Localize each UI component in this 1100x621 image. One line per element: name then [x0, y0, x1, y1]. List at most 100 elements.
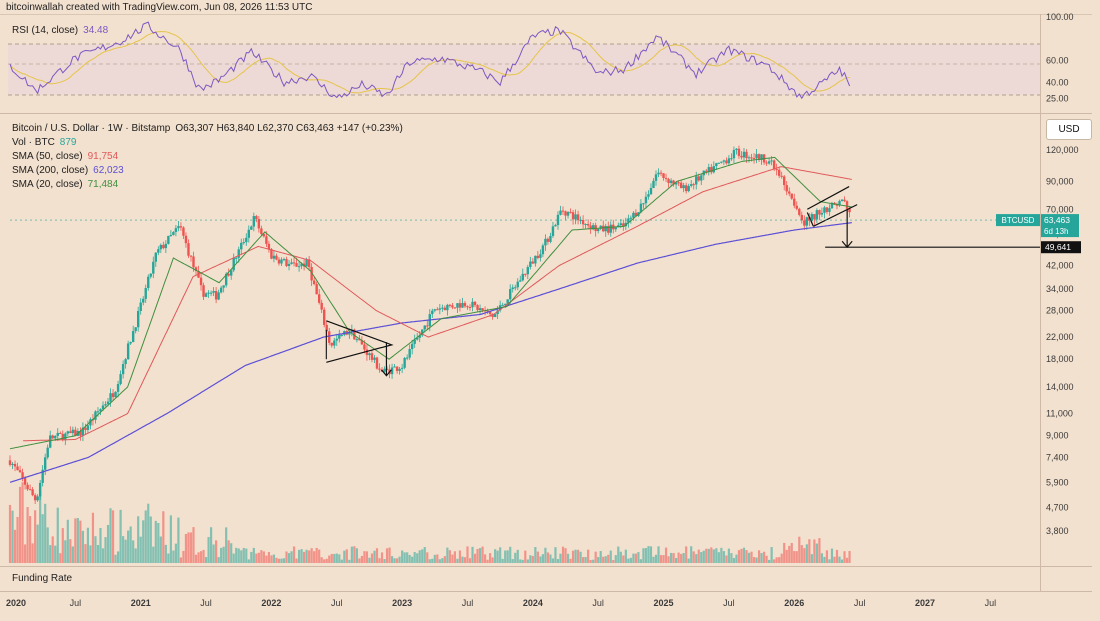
candle-body: [49, 435, 52, 448]
candle: [501, 302, 504, 306]
candle-body: [775, 169, 778, 171]
volume-bar: [242, 547, 245, 563]
candle: [524, 273, 527, 277]
candle: [438, 303, 442, 315]
price-axis-label: 4,700: [1046, 502, 1069, 512]
candle-body: [172, 232, 175, 235]
candle: [576, 210, 580, 225]
volume-bar: [172, 550, 175, 563]
volume-bar: [617, 546, 620, 563]
candle-body: [202, 285, 205, 297]
candle: [783, 175, 786, 191]
candle-body: [192, 256, 195, 268]
candle-body: [179, 226, 183, 228]
candle-body: [627, 218, 630, 223]
candle-body: [81, 427, 85, 436]
volume-bar: [793, 551, 796, 563]
volume-bar: [632, 553, 635, 563]
volume-bar: [473, 553, 477, 563]
candle: [730, 153, 733, 161]
candle-body: [101, 405, 105, 410]
volume-bar: [232, 553, 235, 563]
rsi-axis-label: 100.00: [1046, 12, 1074, 22]
candle-body: [456, 303, 459, 308]
candle: [493, 313, 497, 318]
volume-bar: [66, 519, 69, 563]
candle-body: [235, 257, 238, 259]
sma200-line: [9, 222, 852, 483]
volume-bar: [845, 557, 849, 563]
candle-body: [400, 367, 404, 369]
candle-body: [169, 234, 173, 236]
volume-bar: [690, 546, 693, 563]
candle-body: [785, 185, 788, 192]
volume-bar: [139, 536, 142, 563]
candle-body: [679, 182, 683, 189]
candle: [11, 462, 14, 470]
candle-body: [307, 259, 311, 268]
symbol-tag-bg: [996, 214, 1040, 227]
volume-bar: [443, 556, 446, 563]
candle: [368, 352, 371, 361]
candle: [529, 256, 532, 270]
candle-body: [473, 301, 477, 306]
candle: [242, 238, 245, 245]
volume-bar: [677, 552, 680, 563]
candle-body: [413, 339, 416, 344]
volume-bar: [476, 548, 479, 563]
candle-body: [13, 463, 17, 467]
rsi-legend: RSI (14, close) 34.48: [12, 25, 108, 36]
volume-bar: [162, 511, 165, 563]
volume-bar: [732, 557, 736, 563]
candle: [147, 274, 150, 291]
candle-body: [79, 430, 82, 436]
candle: [808, 213, 811, 227]
candle-body: [810, 214, 814, 221]
volume-bar: [285, 551, 288, 563]
candle-body: [111, 393, 115, 398]
candle-body: [735, 148, 738, 150]
candle: [41, 465, 44, 487]
volume-bar: [227, 540, 230, 563]
symbol-label: Bitcoin / U.S. Dollar · 1W · Bitstamp: [12, 123, 171, 134]
volume-bar: [18, 486, 22, 563]
candle-body: [51, 435, 54, 439]
candle: [134, 327, 137, 334]
time-axis-label: Jul: [70, 598, 82, 608]
volume-bar: [54, 545, 57, 563]
candle-body: [448, 304, 452, 306]
volume-bar: [84, 544, 87, 563]
currency-button[interactable]: USD: [1046, 119, 1092, 140]
candle: [725, 157, 728, 165]
volume-bar: [142, 520, 145, 563]
candle-body: [26, 484, 29, 490]
volume-bar: [727, 548, 731, 563]
candle-body: [737, 148, 741, 156]
candle: [114, 391, 117, 398]
candle-body: [8, 460, 12, 465]
volume-bar: [328, 555, 331, 563]
candle: [74, 426, 77, 437]
volume-bar: [436, 554, 439, 563]
candle-body: [131, 331, 135, 342]
candle-body: [788, 191, 791, 194]
candle: [282, 257, 286, 262]
candle: [614, 227, 617, 232]
candle-body: [403, 357, 406, 368]
volume-bar: [685, 546, 688, 563]
candle: [393, 364, 396, 368]
candle-body: [725, 160, 728, 164]
candle-body: [752, 157, 756, 159]
candle: [486, 308, 489, 315]
candle: [49, 430, 52, 449]
volume-bar: [529, 555, 532, 563]
candle: [534, 255, 537, 267]
candle-body: [845, 201, 849, 209]
volume-bar: [406, 552, 409, 563]
candle: [179, 222, 183, 231]
volume-bar: [712, 549, 715, 563]
volume-bar: [762, 551, 766, 563]
volume-bar: [702, 550, 705, 563]
candle: [124, 357, 127, 369]
